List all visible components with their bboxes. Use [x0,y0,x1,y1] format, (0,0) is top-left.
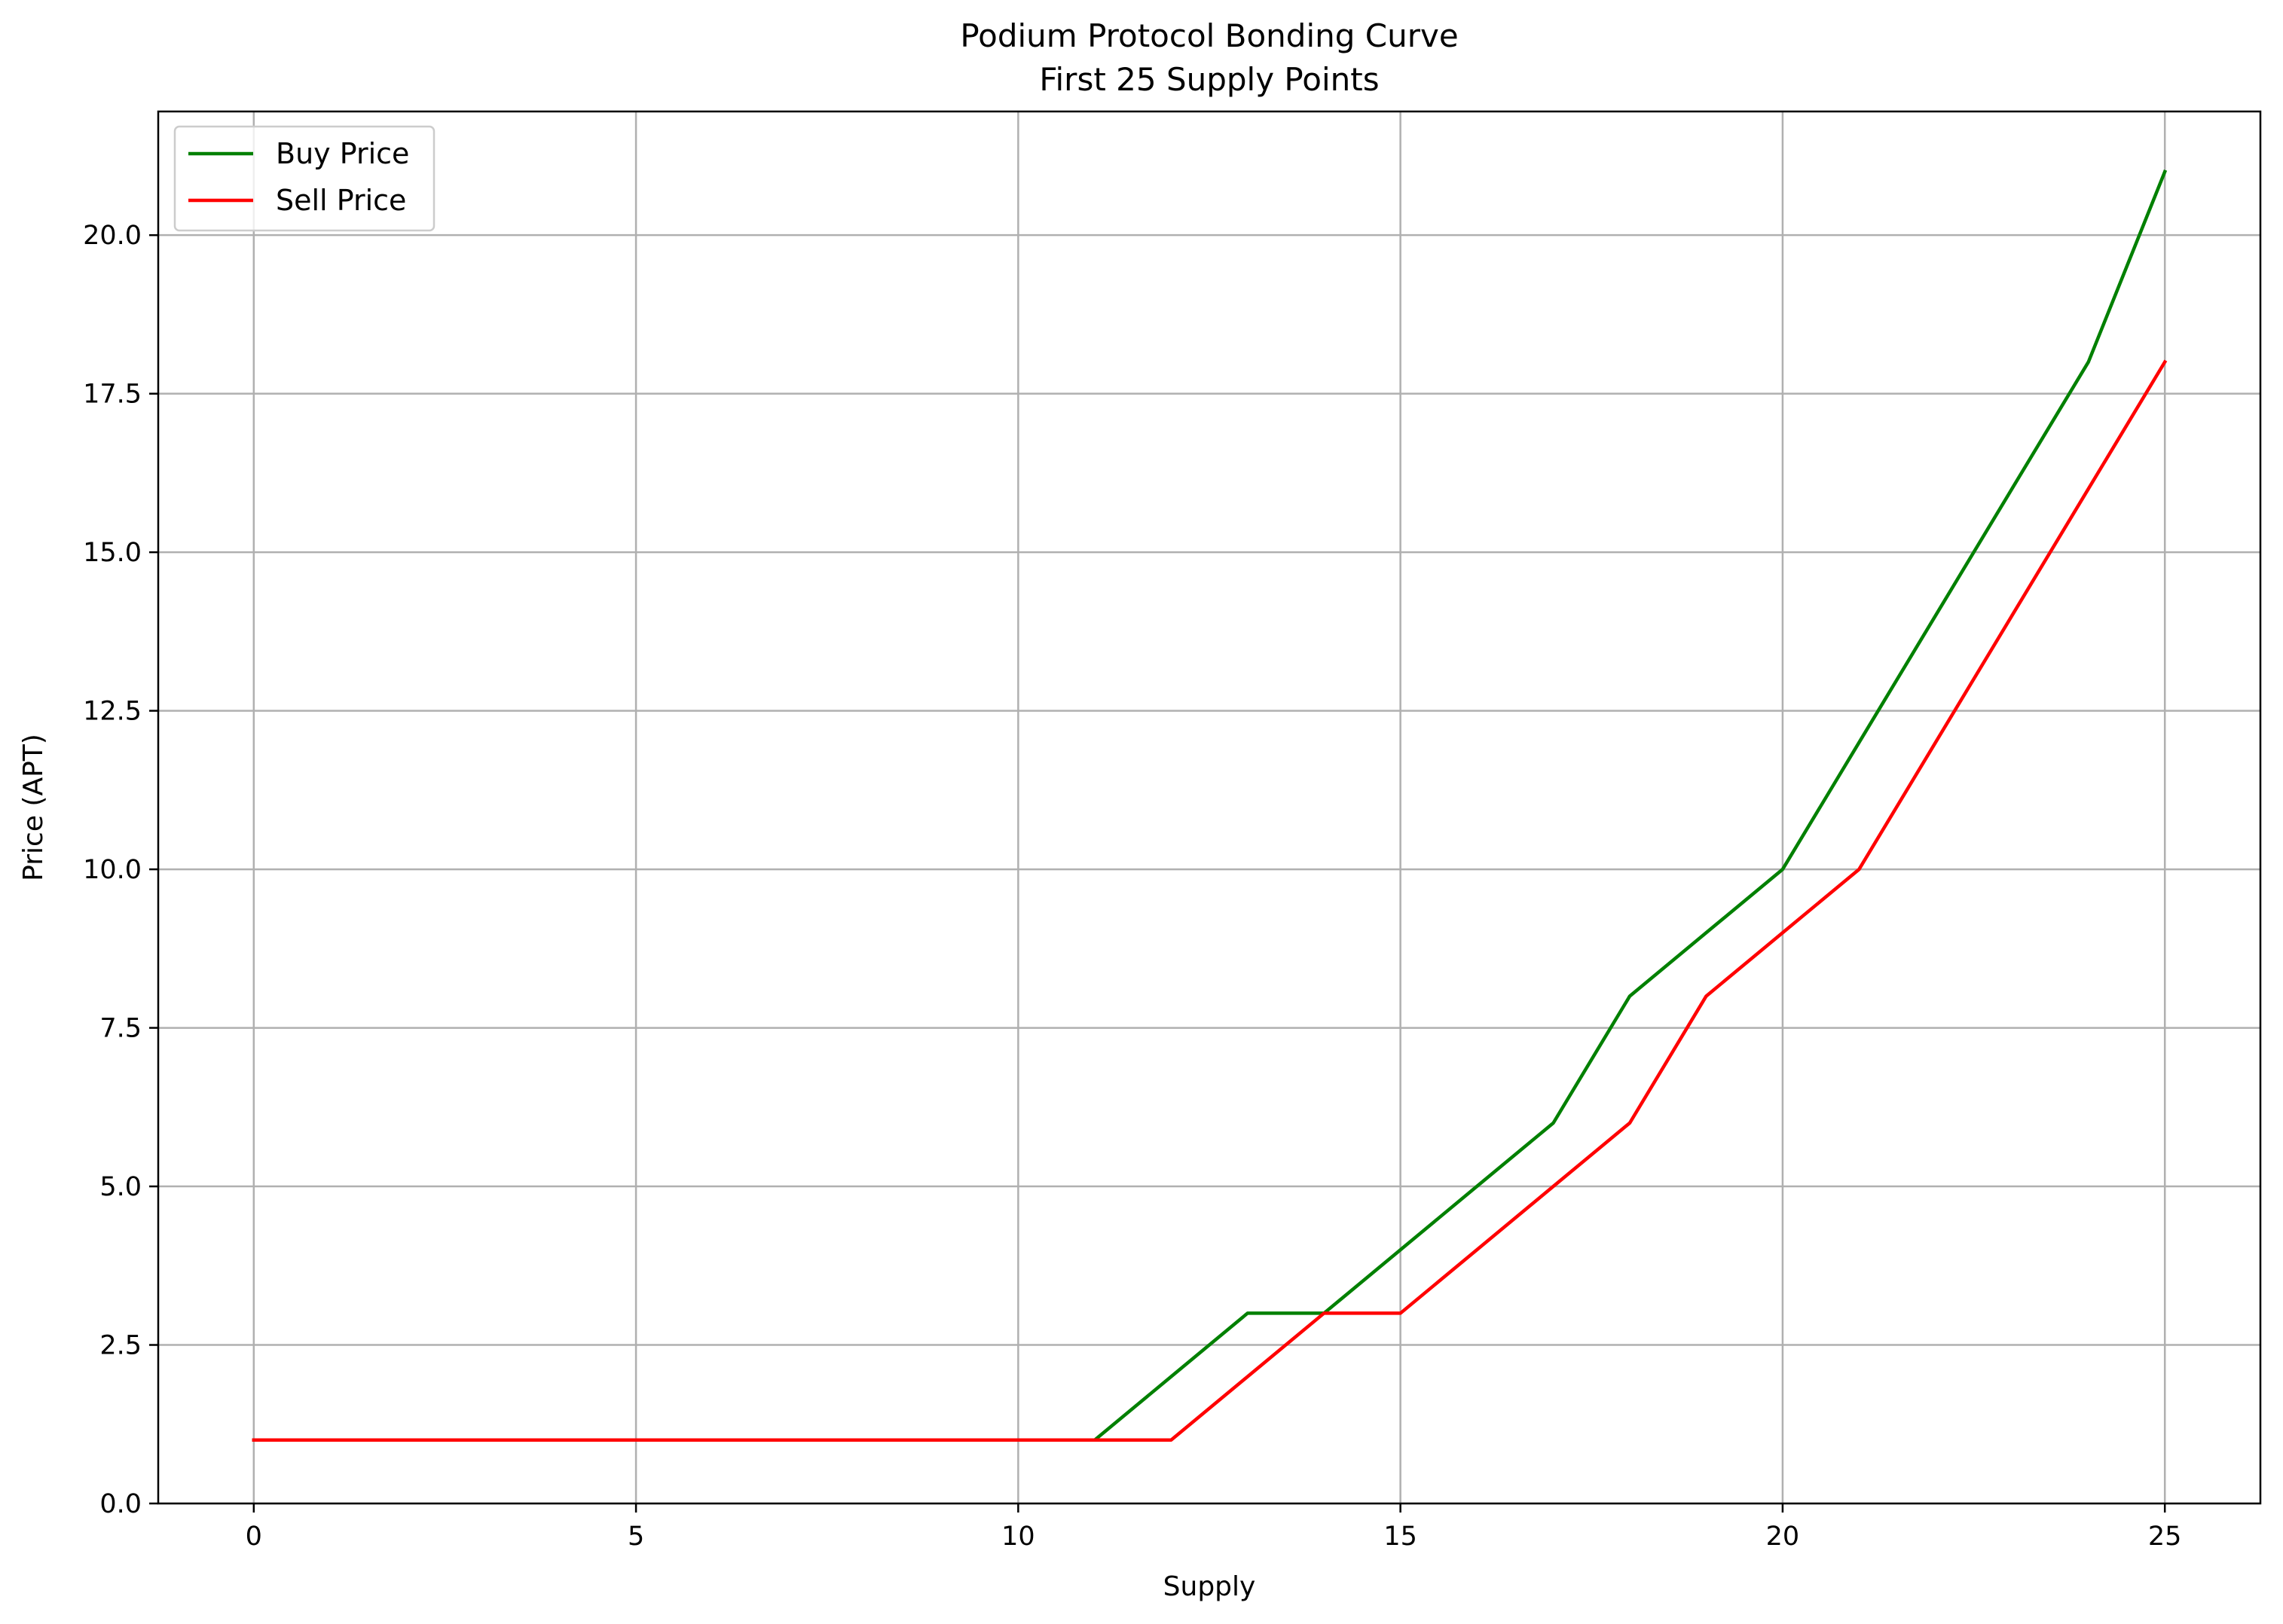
y-tick-label: 15.0 [83,538,142,568]
y-tick-label: 20.0 [83,221,142,251]
plot-area-background [158,111,2260,1503]
y-tick-label: 0.0 [99,1489,142,1519]
y-tick-label: 7.5 [99,1014,142,1044]
y-tick-label: 17.5 [83,380,142,410]
chart-title: Podium Protocol Bonding Curve [960,17,1458,54]
chart-subtitle: First 25 Supply Points [1039,61,1379,98]
x-tick-label: 20 [1766,1522,1800,1552]
legend: Buy Price Sell Price [173,125,436,232]
x-tick-label: 10 [1001,1522,1035,1552]
x-tick-label: 15 [1383,1522,1417,1552]
y-tick-label: 5.0 [99,1172,142,1202]
series-line-sell-price [252,359,2168,1442]
y-axis-ticks: 0.0 2.5 5.0 7.5 10.0 12.5 15.0 17.5 20.0 [83,221,158,1519]
y-tick-label: 10.0 [83,855,142,885]
x-axis-label: Supply [1163,1571,1256,1602]
legend-label-sell-price: Sell Price [276,184,406,217]
x-tick-label: 0 [246,1522,262,1552]
x-tick-label: 25 [2148,1522,2182,1552]
y-tick-label: 12.5 [83,697,142,727]
x-tick-label: 5 [628,1522,644,1552]
y-axis-label: Price (APT) [18,734,49,881]
legend-label-buy-price: Buy Price [276,137,409,170]
data-series [252,169,2168,1442]
x-axis-ticks: 0 5 10 15 20 25 [246,1503,2182,1552]
y-tick-label: 2.5 [99,1331,142,1361]
grid-lines [158,111,2260,1505]
plot-frame [157,110,2262,1505]
